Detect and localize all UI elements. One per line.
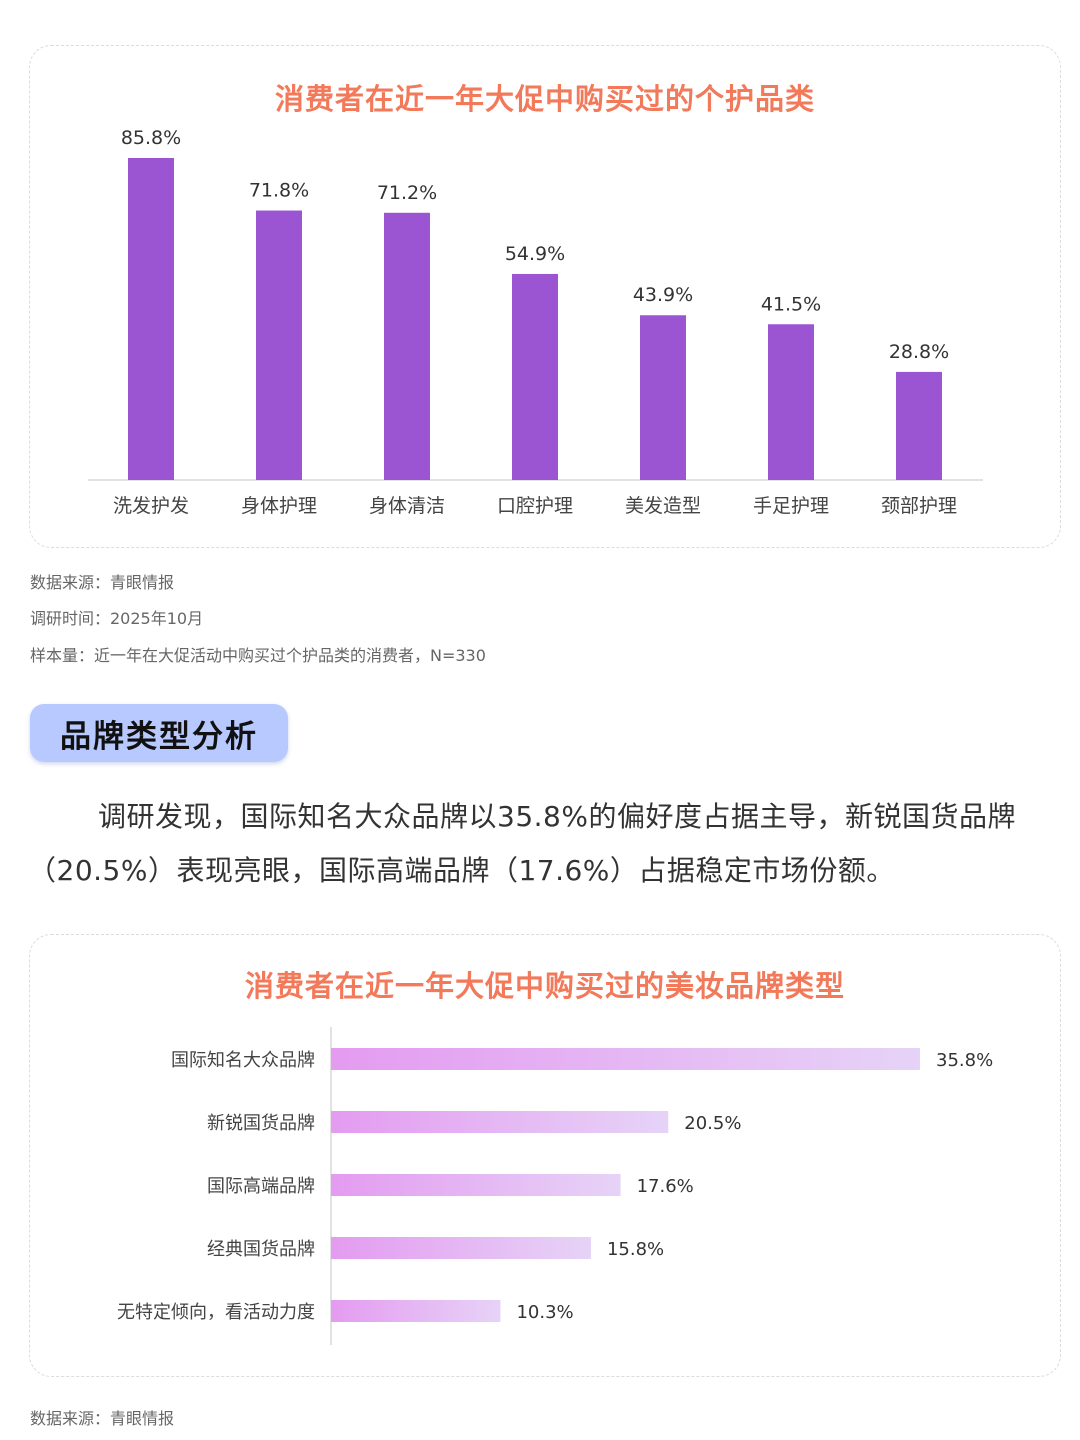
chart-title: 消费者在近一年大促中购买过的个护品类 [274,82,815,116]
data-label: 41.5% [761,293,821,315]
chart-title: 消费者在近一年大促中购买过的美妆品牌类型 [244,969,845,1003]
x-tick-label: 洗发护发 [113,495,189,517]
y-tick-label: 国际知名大众品牌 [171,1050,315,1071]
chart-card-brand-type: 消费者在近一年大促中购买过的美妆品牌类型 35.8% 国际知名大众品牌 20.5% 新… [29,934,1061,1377]
data-label: 15.8% [607,1239,664,1260]
brand-type-bar-chart: 35.8% 国际知名大众品牌 20.5% 新锐国货品牌 17.6% 国际高端品牌 15.8%… [117,1027,993,1345]
chart-card-personal-care: 消费者在近一年大促中购买过的个护品类 85.8% 洗发护发 71.8% 身体护理 71.… [29,45,1061,548]
bar [512,273,558,480]
bar [256,210,302,481]
analysis-paragraph: 调研发现，国际知名大众品牌以35.8%的偏好度占据主导，新锐国货品牌（20.5%… [28,800,1016,887]
x-tick-label: 手足护理 [753,495,829,517]
bar [331,1111,669,1133]
x-tick-label: 口腔护理 [497,495,573,517]
data-label: 71.2% [377,182,437,204]
data-label: 54.9% [505,243,565,265]
bar [768,324,814,480]
x-tick-label: 美发造型 [625,495,701,517]
data-label: 43.9% [633,284,693,306]
section-heading: 品牌类型分析 [30,704,288,762]
data-label: 35.8% [936,1050,993,1071]
y-tick-label: 国际高端品牌 [207,1176,315,1197]
personal-care-bar-chart: 85.8% 洗发护发 71.8% 身体护理 71.2% 身体清洁 54.9% 口腔护理 43.9… [88,127,983,517]
bar [896,371,942,480]
y-tick-label: 新锐国货品牌 [207,1113,315,1134]
data-label: 85.8% [121,127,181,149]
data-source-note: 数据来源：青眼情报 [30,573,175,592]
data-source-note: 数据来源：青眼情报 [30,1409,175,1428]
x-tick-label: 身体清洁 [369,495,445,517]
sample-size-note: 样本量：近一年在大促活动中购买过个护品类的消费者，N=330 [30,646,486,665]
bar [384,212,430,480]
bar [331,1174,621,1196]
x-tick-label: 颈部护理 [881,495,957,517]
bar [331,1237,591,1259]
data-label: 17.6% [637,1176,694,1197]
survey-time-note: 调研时间：2025年10月 [30,609,204,628]
x-tick-label: 身体护理 [241,495,317,517]
data-label: 20.5% [684,1113,741,1134]
data-label: 28.8% [889,341,949,363]
data-label: 71.8% [249,180,309,202]
bar [331,1048,920,1070]
data-label: 10.3% [516,1302,573,1323]
bar [331,1300,501,1322]
y-tick-label: 经典国货品牌 [207,1239,315,1260]
y-tick-label: 无特定倾向，看活动力度 [117,1302,315,1323]
bar [640,315,686,480]
bar [128,158,174,480]
